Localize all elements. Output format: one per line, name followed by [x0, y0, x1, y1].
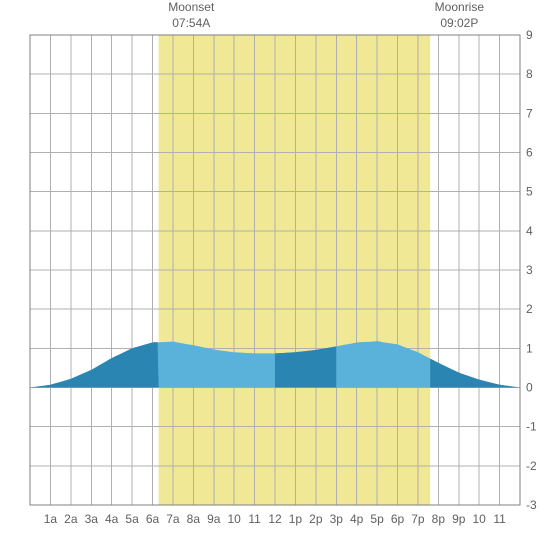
x-tick-label: 3a — [85, 512, 99, 526]
x-tick-label: 11 — [493, 512, 506, 526]
x-tick-label: 8p — [432, 512, 446, 526]
y-tick-label: 7 — [526, 106, 533, 120]
x-tick-label: 6a — [146, 512, 160, 526]
y-tick-label: -2 — [526, 459, 537, 473]
x-tick-label: 5a — [125, 512, 139, 526]
tide-area-dark-2 — [430, 359, 520, 388]
grid — [30, 35, 520, 505]
x-tick-label: 10 — [472, 512, 486, 526]
x-tick-label: 1p — [289, 512, 303, 526]
x-tick-label: 3p — [330, 512, 344, 526]
y-tick-label: 5 — [526, 185, 533, 199]
x-tick-label: 1a — [44, 512, 58, 526]
x-tick-label: 12 — [268, 512, 282, 526]
x-tick-label: 4p — [350, 512, 364, 526]
x-tick-label: 2p — [309, 512, 323, 526]
y-tick-label: 8 — [526, 67, 533, 81]
x-tick-label: 9a — [207, 512, 221, 526]
tide-area-dark-0 — [30, 342, 159, 387]
tide-chart: Moonset 07:54A Moonrise 09:02P 1a2a3a4a5… — [0, 0, 550, 550]
y-tick-label: 9 — [526, 28, 533, 42]
moonrise-annotation: Moonrise 09:02P — [429, 0, 489, 31]
y-tick-label: 3 — [526, 263, 533, 277]
x-tick-label: 9p — [452, 512, 466, 526]
x-tick-label: 6p — [391, 512, 405, 526]
y-tick-label: 1 — [526, 341, 533, 355]
x-tick-label: 5p — [370, 512, 384, 526]
chart-svg: 1a2a3a4a5a6a7a8a9a1011121p2p3p4p5p6p7p8p… — [0, 0, 550, 550]
x-tick-label: 7p — [411, 512, 425, 526]
x-tick-label: 2a — [64, 512, 78, 526]
y-tick-label: 4 — [526, 224, 533, 238]
x-tick-label: 8a — [187, 512, 201, 526]
x-tick-label: 7a — [166, 512, 180, 526]
y-tick-label: -1 — [526, 420, 537, 434]
y-tick-label: 0 — [526, 381, 533, 395]
y-tick-label: 6 — [526, 146, 533, 160]
y-tick-label: -3 — [526, 498, 537, 512]
y-tick-label: 2 — [526, 302, 533, 316]
x-tick-label: 4a — [105, 512, 119, 526]
x-tick-label: 11 — [248, 512, 261, 526]
moonset-annotation: Moonset 07:54A — [161, 0, 221, 31]
x-tick-label: 10 — [227, 512, 241, 526]
